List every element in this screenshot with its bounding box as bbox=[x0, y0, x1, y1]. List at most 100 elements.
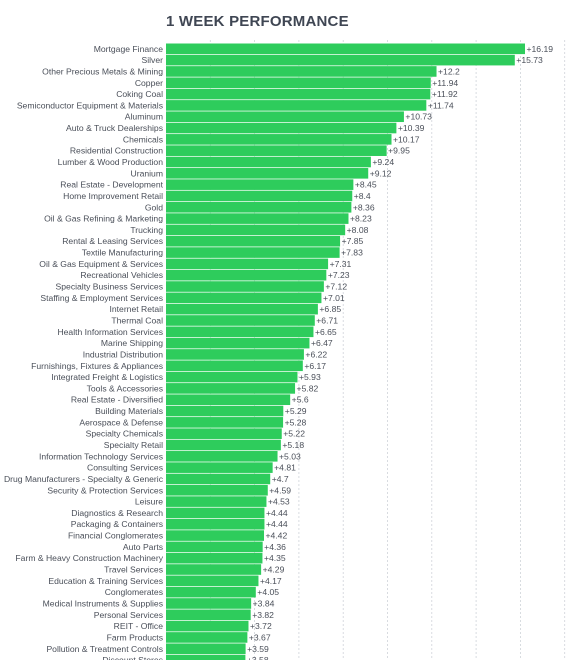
bar[interactable] bbox=[166, 111, 404, 123]
bar[interactable] bbox=[166, 586, 256, 598]
bar[interactable] bbox=[166, 484, 268, 496]
category-label: Health Information Services bbox=[57, 327, 163, 337]
value-label: +4.36 bbox=[264, 542, 286, 552]
bar[interactable] bbox=[166, 213, 349, 224]
value-label: +4.44 bbox=[266, 508, 288, 518]
bar[interactable] bbox=[166, 654, 246, 660]
category-label: Mortgage Finance bbox=[94, 44, 163, 54]
bar[interactable] bbox=[166, 394, 291, 406]
category-label: Auto & Truck Dealerships bbox=[66, 123, 163, 133]
bar[interactable] bbox=[166, 609, 251, 621]
bar[interactable] bbox=[166, 145, 387, 156]
value-label: +8.4 bbox=[354, 191, 371, 201]
category-label: Leisure bbox=[135, 497, 163, 507]
value-label: +6.71 bbox=[316, 315, 338, 325]
bar[interactable] bbox=[166, 496, 267, 507]
bar[interactable] bbox=[166, 201, 352, 213]
bar[interactable] bbox=[166, 292, 322, 304]
bar[interactable] bbox=[166, 598, 252, 609]
value-label: +4.29 bbox=[263, 565, 285, 575]
bar[interactable] bbox=[166, 575, 259, 587]
bar[interactable] bbox=[166, 632, 248, 643]
value-label: +15.73 bbox=[516, 55, 543, 65]
bar[interactable] bbox=[166, 405, 284, 417]
bar[interactable] bbox=[166, 552, 263, 564]
category-label: Copper bbox=[135, 78, 163, 88]
bar[interactable] bbox=[166, 235, 341, 247]
value-label: +7.12 bbox=[325, 282, 347, 292]
category-label: Aluminum bbox=[125, 112, 163, 122]
bar[interactable] bbox=[166, 326, 314, 338]
value-label: +3.58 bbox=[247, 655, 269, 660]
bar[interactable] bbox=[166, 54, 515, 66]
category-label: Building Materials bbox=[95, 406, 163, 416]
bar[interactable] bbox=[166, 564, 262, 575]
bar[interactable] bbox=[166, 43, 525, 55]
bar[interactable] bbox=[166, 643, 246, 655]
category-label: Financial Conglomerates bbox=[68, 531, 163, 541]
bar[interactable] bbox=[166, 134, 392, 145]
value-label: +6.47 bbox=[311, 338, 333, 348]
bar[interactable] bbox=[166, 371, 298, 383]
value-label: +5.6 bbox=[292, 395, 309, 405]
category-label: Specialty Chemicals bbox=[86, 429, 163, 439]
bar[interactable] bbox=[166, 428, 282, 439]
bar[interactable] bbox=[166, 462, 273, 473]
value-label: +5.03 bbox=[279, 451, 301, 461]
bar[interactable] bbox=[166, 66, 437, 77]
bar[interactable] bbox=[166, 530, 265, 541]
bar[interactable] bbox=[166, 439, 281, 451]
bar[interactable] bbox=[166, 247, 340, 258]
bar[interactable] bbox=[166, 281, 324, 292]
bar[interactable] bbox=[166, 122, 397, 134]
category-label: Conglomerates bbox=[105, 587, 163, 597]
category-label: Recreational Vehicles bbox=[80, 270, 163, 280]
category-label: Integrated Freight & Logistics bbox=[51, 372, 163, 382]
bar[interactable] bbox=[166, 620, 249, 632]
value-label: +4.17 bbox=[260, 576, 282, 586]
bar[interactable] bbox=[166, 269, 327, 281]
bar[interactable] bbox=[166, 417, 284, 428]
value-label: +11.94 bbox=[432, 78, 458, 88]
category-label: Information Technology Services bbox=[39, 451, 163, 461]
value-label: +5.82 bbox=[297, 383, 319, 393]
bar[interactable] bbox=[166, 77, 431, 89]
category-label: Education & Training Services bbox=[48, 576, 163, 586]
bar[interactable] bbox=[166, 349, 304, 360]
bar[interactable] bbox=[166, 258, 329, 270]
category-label: Furnishings, Fixtures & Appliances bbox=[31, 361, 163, 371]
category-label: Real Estate - Diversified bbox=[71, 395, 163, 405]
value-label: +5.18 bbox=[282, 440, 304, 450]
bar[interactable] bbox=[166, 168, 369, 179]
bar[interactable] bbox=[166, 473, 271, 485]
bar[interactable] bbox=[166, 507, 265, 519]
value-label: +11.92 bbox=[432, 89, 458, 99]
category-label: Uranium bbox=[131, 168, 163, 178]
bar[interactable] bbox=[166, 541, 263, 553]
value-label: +4.44 bbox=[266, 519, 288, 529]
bar[interactable] bbox=[166, 190, 353, 202]
bar[interactable] bbox=[166, 383, 296, 394]
value-label: +8.36 bbox=[353, 202, 375, 212]
bar[interactable] bbox=[166, 224, 346, 236]
bar[interactable] bbox=[166, 518, 265, 530]
bar[interactable] bbox=[166, 88, 431, 100]
bar[interactable] bbox=[166, 451, 278, 462]
bar[interactable] bbox=[166, 156, 371, 168]
bar[interactable] bbox=[166, 179, 354, 190]
bar[interactable] bbox=[166, 100, 427, 111]
bar[interactable] bbox=[166, 315, 315, 326]
category-label: Drug Manufacturers - Specialty & Generic bbox=[4, 474, 164, 484]
bar[interactable] bbox=[166, 337, 310, 349]
category-label: Textile Manufacturing bbox=[82, 248, 163, 258]
bar[interactable] bbox=[166, 303, 318, 315]
bar[interactable] bbox=[166, 360, 303, 372]
category-label: Trucking bbox=[130, 225, 163, 235]
category-label: Gold bbox=[145, 202, 163, 212]
value-label: +10.17 bbox=[393, 134, 420, 144]
category-label: Industrial Distribution bbox=[83, 349, 163, 359]
category-label: Consulting Services bbox=[87, 463, 163, 473]
category-label: Auto Parts bbox=[123, 542, 163, 552]
